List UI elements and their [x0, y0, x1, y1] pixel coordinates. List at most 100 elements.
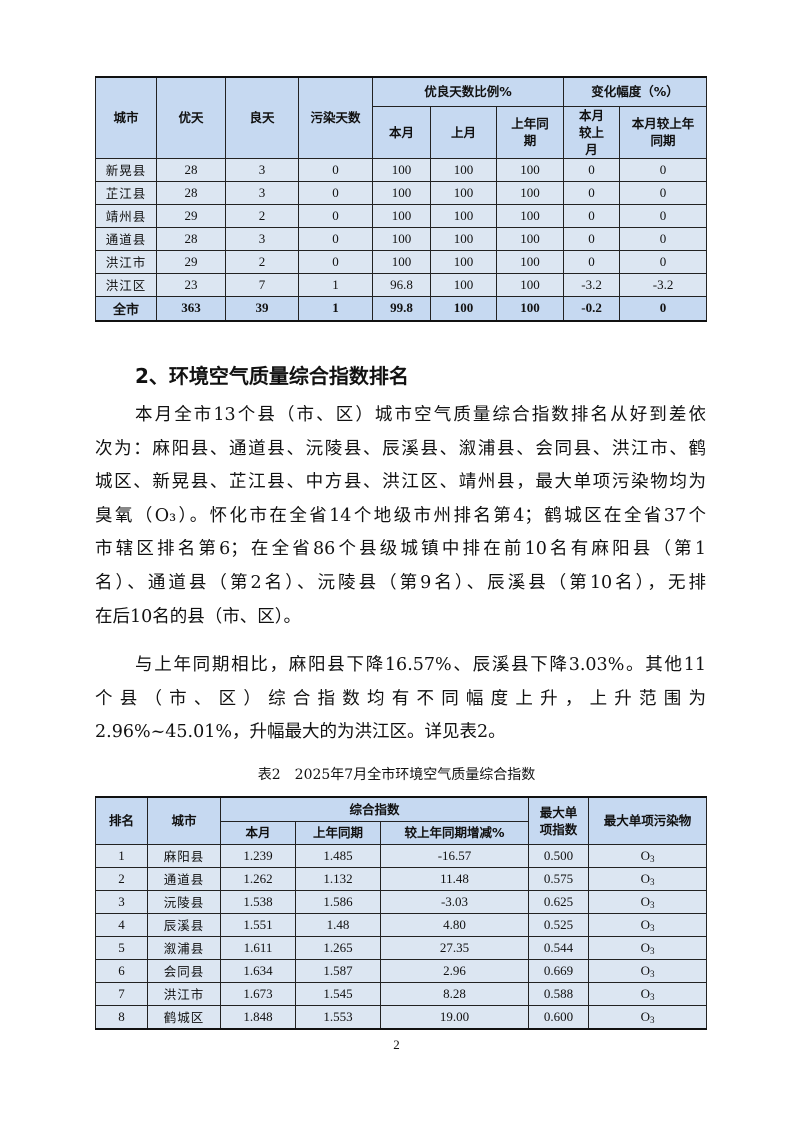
value-cell: 1.586 — [295, 889, 381, 914]
value-cell: 2 — [225, 203, 299, 228]
value-cell: 100 — [495, 180, 565, 205]
value-cell: 0 — [619, 157, 708, 182]
total-value: 363 — [156, 295, 226, 321]
value-cell: 0 — [619, 226, 708, 251]
pollutant-cell: O3 — [588, 935, 708, 960]
page-number: 2 — [393, 1037, 400, 1052]
city-cell: 麻阳县 — [147, 843, 221, 868]
header-last-month: 上月 — [430, 105, 497, 159]
value-cell: 100 — [430, 157, 497, 182]
total-value: 100 — [495, 295, 565, 321]
total-value: 0 — [619, 295, 708, 321]
pollutant-symbol: O — [640, 916, 650, 932]
total-value: -0.2 — [563, 295, 621, 321]
pollutant-symbol: O — [640, 870, 650, 886]
value-cell: 6 — [95, 958, 148, 983]
value-cell: 0.575 — [528, 866, 590, 891]
header-polluted: 污染天数 — [298, 76, 373, 159]
pollutant-cell: O3 — [588, 843, 708, 868]
value-cell: 1.239 — [220, 843, 296, 868]
value-cell: 2.96 — [379, 958, 530, 983]
header-good: 良天 — [225, 76, 299, 159]
value-cell: 0 — [563, 180, 621, 205]
value-cell: -3.2 — [563, 272, 621, 297]
total-value: 99.8 — [372, 295, 431, 321]
value-cell: 0 — [563, 249, 621, 274]
header-index-group: 综合指数 — [219, 796, 530, 822]
value-cell: 100 — [430, 272, 497, 297]
city-cell: 溆浦县 — [147, 935, 221, 960]
value-cell: 1.132 — [295, 866, 381, 891]
table-row: 1 麻阳县 1.239 1.485 -16.57 0.500 O3 — [95, 843, 708, 868]
city-cell: 洪江区 — [95, 272, 157, 297]
value-cell: 1.551 — [220, 912, 296, 937]
header-vs-last-month: 本月较上月 — [563, 105, 621, 159]
pollutant-symbol: O — [640, 985, 650, 1001]
value-cell: 1.262 — [220, 866, 296, 891]
value-cell: 2 — [95, 866, 148, 891]
pollutant-symbol: O — [640, 847, 650, 863]
value-cell: -3.2 — [619, 272, 708, 297]
pollutant-subscript: 3 — [649, 1014, 655, 1025]
value-cell: 100 — [430, 203, 497, 228]
value-cell: 96.8 — [372, 272, 431, 297]
pollutant-subscript: 3 — [649, 922, 655, 933]
pollutant-subscript: 3 — [649, 991, 655, 1002]
value-cell: 29 — [156, 203, 226, 228]
value-cell: 1.538 — [220, 889, 296, 914]
table-row: 新晃县 28 3 0 100 100 100 0 0 — [95, 157, 708, 182]
value-cell: 1 — [298, 272, 373, 297]
header-rank: 排名 — [95, 796, 148, 845]
value-cell: 1.611 — [220, 935, 296, 960]
value-cell: 0 — [619, 249, 708, 274]
header-max-index: 最大单项指数 — [528, 796, 590, 845]
city-cell: 鹤城区 — [147, 1004, 221, 1029]
text-line: 市辖区排名第6；在全省86个县级城镇中排在前10名有麻阳县（第1 — [95, 539, 706, 560]
pollutant-subscript: 3 — [649, 876, 655, 887]
pollutant-symbol: O — [640, 939, 650, 955]
table-row: 3 沅陵县 1.538 1.586 -3.03 0.625 O3 — [95, 889, 708, 914]
value-cell: -3.03 — [379, 889, 530, 914]
table-row: 洪江区 23 7 1 96.8 100 100 -3.2 -3.2 — [95, 272, 708, 297]
city-cell: 洪江市 — [147, 981, 221, 1006]
value-cell: 0.544 — [528, 935, 590, 960]
value-cell: 0.669 — [528, 958, 590, 983]
text-line: 本月全市13个县（市、区）城市空气质量综合指数排名从好到差依 — [135, 405, 706, 425]
value-cell: 0 — [619, 203, 708, 228]
header-change: 较上年同期增减% — [379, 820, 530, 845]
value-cell: 100 — [372, 180, 431, 205]
pollutant-subscript: 3 — [649, 968, 655, 979]
table-row: 6 会同县 1.634 1.587 2.96 0.669 O3 — [95, 958, 708, 983]
header-this-month: 本月 — [372, 105, 431, 159]
value-cell: 19.00 — [379, 1004, 530, 1029]
value-cell: 1.848 — [220, 1004, 296, 1029]
value-cell: 100 — [495, 157, 565, 182]
value-cell: 11.48 — [379, 866, 530, 891]
value-cell: 0.588 — [528, 981, 590, 1006]
city-cell: 洪江市 — [95, 249, 157, 274]
table-row: 芷江县 28 3 0 100 100 100 0 0 — [95, 180, 708, 205]
value-cell: 4.80 — [379, 912, 530, 937]
value-cell: 100 — [430, 180, 497, 205]
value-cell: 0 — [563, 157, 621, 182]
value-cell: 1 — [95, 843, 148, 868]
value-cell: 1.587 — [295, 958, 381, 983]
value-cell: 28 — [156, 226, 226, 251]
pollutant-cell: O3 — [588, 889, 708, 914]
value-cell: 100 — [495, 249, 565, 274]
text-line: 名）、通道县（第2名）、沅陵县（第9名）、辰溪县（第10名），无排 — [95, 573, 706, 593]
value-cell: 0.625 — [528, 889, 590, 914]
value-cell: 1.545 — [295, 981, 381, 1006]
value-cell: 7 — [225, 272, 299, 297]
pollutant-symbol: O — [640, 962, 650, 978]
table2-caption: 表2 2025年7月全市环境空气质量综合指数 — [257, 767, 536, 783]
header-excellent: 优天 — [156, 76, 226, 159]
total-value: 100 — [430, 295, 497, 321]
header-vs-last-year: 本月较上年同期 — [619, 105, 708, 159]
value-cell: 8.28 — [379, 981, 530, 1006]
value-cell: 3 — [225, 226, 299, 251]
city-cell: 通道县 — [147, 866, 221, 891]
value-cell: 4 — [95, 912, 148, 937]
city-cell: 通道县 — [95, 226, 157, 251]
city-cell: 会同县 — [147, 958, 221, 983]
